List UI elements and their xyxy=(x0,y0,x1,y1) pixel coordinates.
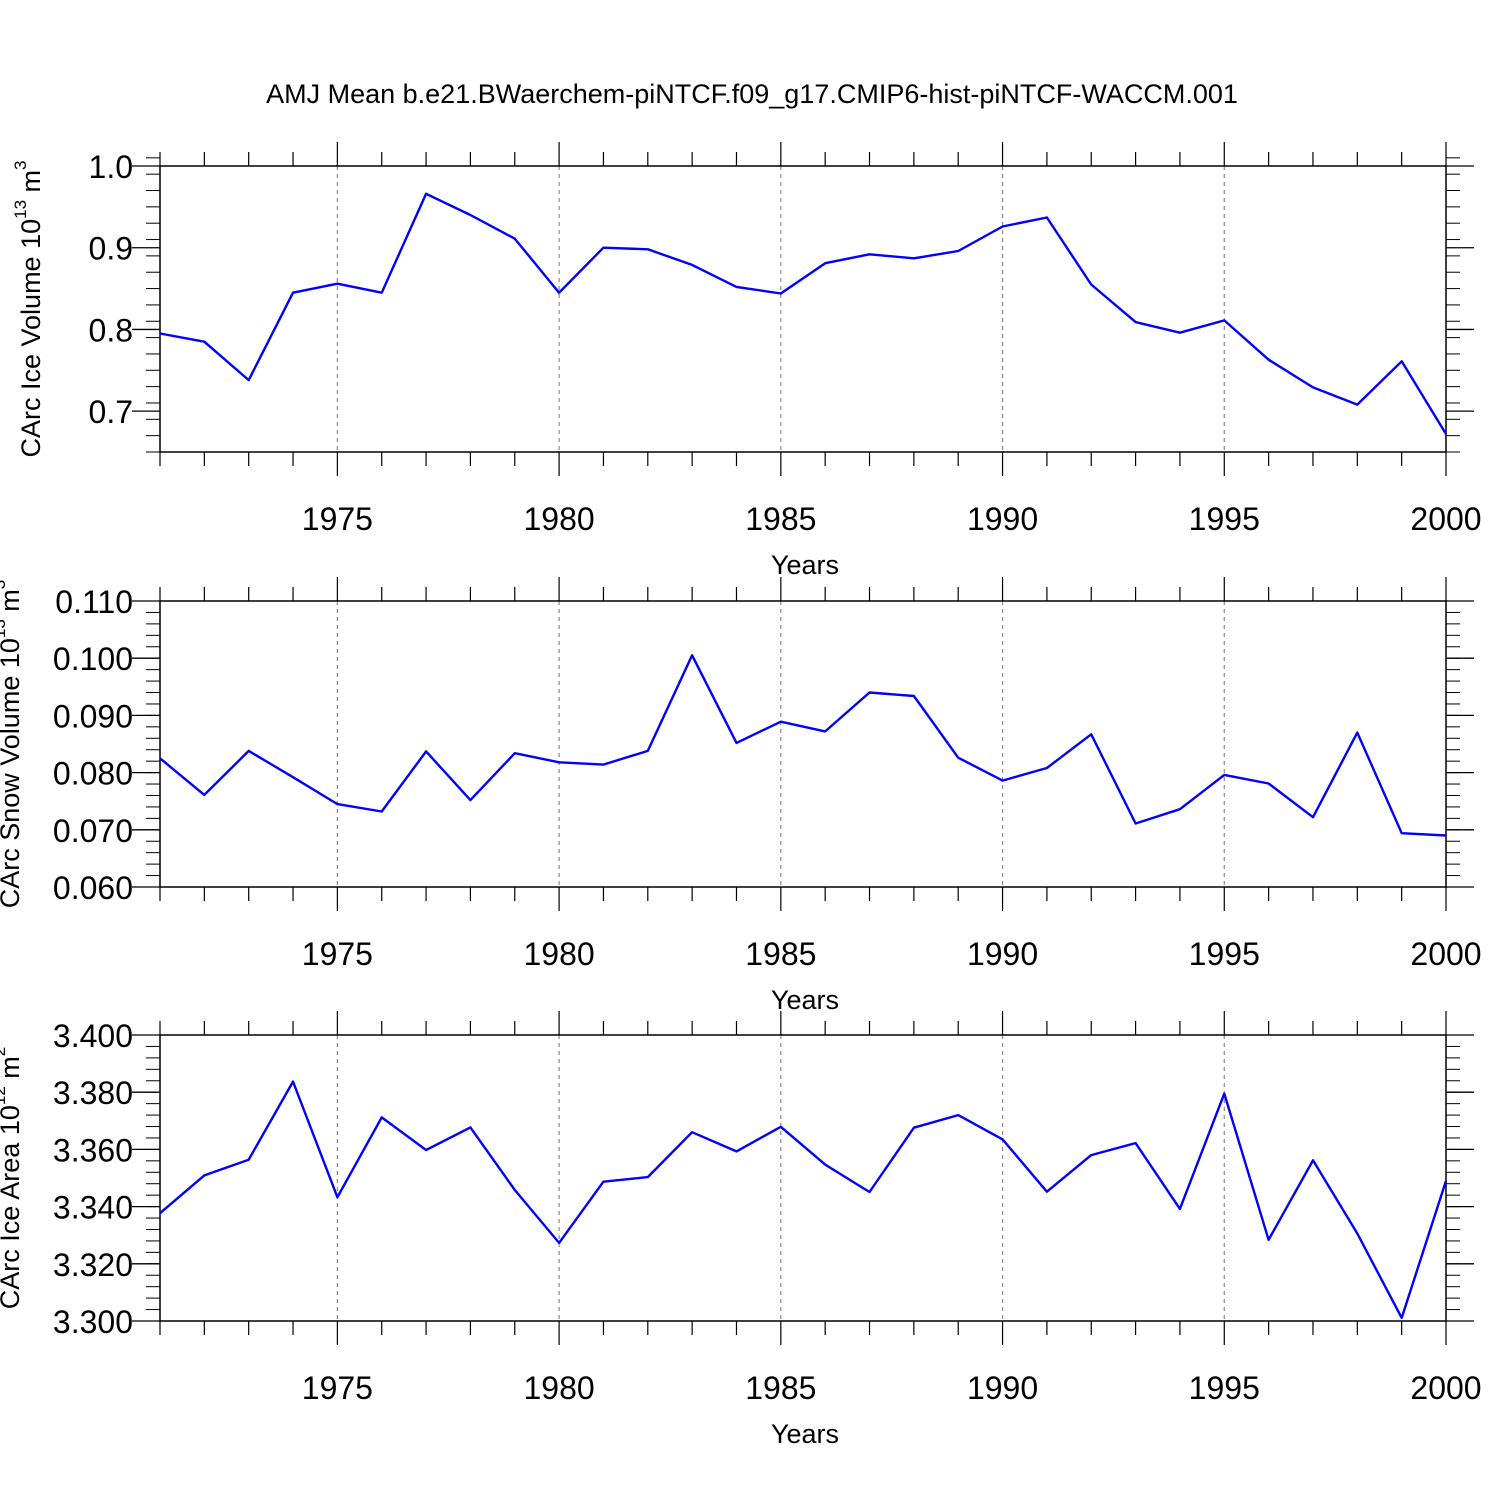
panel-2: 1975 1980 1985 1990 1995 2000 Years 0.060 0.070 0… xyxy=(0,577,1482,1015)
y-tick-label-3.400: 3.400 xyxy=(53,1018,133,1054)
x-tick-label-1975: 1975 xyxy=(302,1370,373,1406)
y-tick-label-0.100: 0.100 xyxy=(53,641,133,677)
plot-frame xyxy=(159,600,1447,888)
panel-1: 1975 1980 1985 1990 1995 2000 Years 0.7 0.8 0.9 1.… xyxy=(11,142,1482,580)
series-line xyxy=(159,192,1448,435)
y-tick-label-0.7: 0.7 xyxy=(89,394,133,430)
x-tick-label-1995: 1995 xyxy=(1189,501,1260,537)
y-tick-label-0.070: 0.070 xyxy=(53,813,133,849)
x-tick-label-1995: 1995 xyxy=(1189,1370,1260,1406)
x-tick-label-1985: 1985 xyxy=(745,501,816,537)
x-tick-label-1980: 1980 xyxy=(524,501,595,537)
y-tick-label-0.060: 0.060 xyxy=(53,870,133,906)
x-axis-label: Years xyxy=(771,1419,839,1449)
y-axis-label: CArc Ice Volume 1013 m3 xyxy=(11,160,46,457)
y-tick-label-0.110: 0.110 xyxy=(55,584,133,620)
x-tick-label-1985: 1985 xyxy=(745,936,816,972)
y-tick-label-0.090: 0.090 xyxy=(53,698,133,734)
plot-frame xyxy=(159,1034,1447,1322)
x-axis-label: Years xyxy=(771,985,839,1015)
x-tick-label-1980: 1980 xyxy=(524,936,595,972)
series-line xyxy=(159,654,1447,837)
x-tick-label-1990: 1990 xyxy=(967,1370,1038,1406)
x-tick-label-2000: 2000 xyxy=(1410,501,1481,537)
x-tick-label-2000: 2000 xyxy=(1410,1370,1481,1406)
y-tick-label-0.080: 0.080 xyxy=(53,756,133,792)
y-tick-label-0.8: 0.8 xyxy=(89,312,133,348)
y-tick-label-3.300: 3.300 xyxy=(53,1304,133,1340)
y-tick-label-3.380: 3.380 xyxy=(53,1075,133,1111)
y-tick-label-3.320: 3.320 xyxy=(53,1247,133,1283)
x-tick-label-1990: 1990 xyxy=(967,501,1038,537)
panels: 1975 1980 1985 1990 1995 2000 Years 0.7 0.8 0.9 1.… xyxy=(0,142,1482,1449)
x-tick-label-1975: 1975 xyxy=(302,936,373,972)
series-line xyxy=(159,1080,1448,1320)
x-tick-label-1990: 1990 xyxy=(967,936,1038,972)
chart-title: AMJ Mean b.e21.BWaerchem-piNTCF.f09_g17.… xyxy=(266,79,1238,109)
x-tick-label-1975: 1975 xyxy=(302,501,373,537)
x-tick-label-1985: 1985 xyxy=(745,1370,816,1406)
x-tick-label-1980: 1980 xyxy=(524,1370,595,1406)
x-axis-label: Years xyxy=(771,550,839,580)
y-tick-label-1.0: 1.0 xyxy=(89,149,133,185)
plot-frame xyxy=(159,165,1447,453)
y-tick-label-3.340: 3.340 xyxy=(53,1190,133,1226)
y-tick-label-0.9: 0.9 xyxy=(89,231,133,267)
y-tick-label-3.360: 3.360 xyxy=(53,1132,133,1168)
x-tick-label-2000: 2000 xyxy=(1410,936,1481,972)
x-tick-label-1995: 1995 xyxy=(1189,936,1260,972)
y-axis-label: CArc Ice Area 1012 m2 xyxy=(0,1047,25,1310)
y-axis-label: CArc Snow Volume 1013 m3 xyxy=(0,580,25,909)
panel-3: 1975 1980 1985 1990 1995 2000 Years 3.300 3.320 3… xyxy=(0,1011,1482,1449)
